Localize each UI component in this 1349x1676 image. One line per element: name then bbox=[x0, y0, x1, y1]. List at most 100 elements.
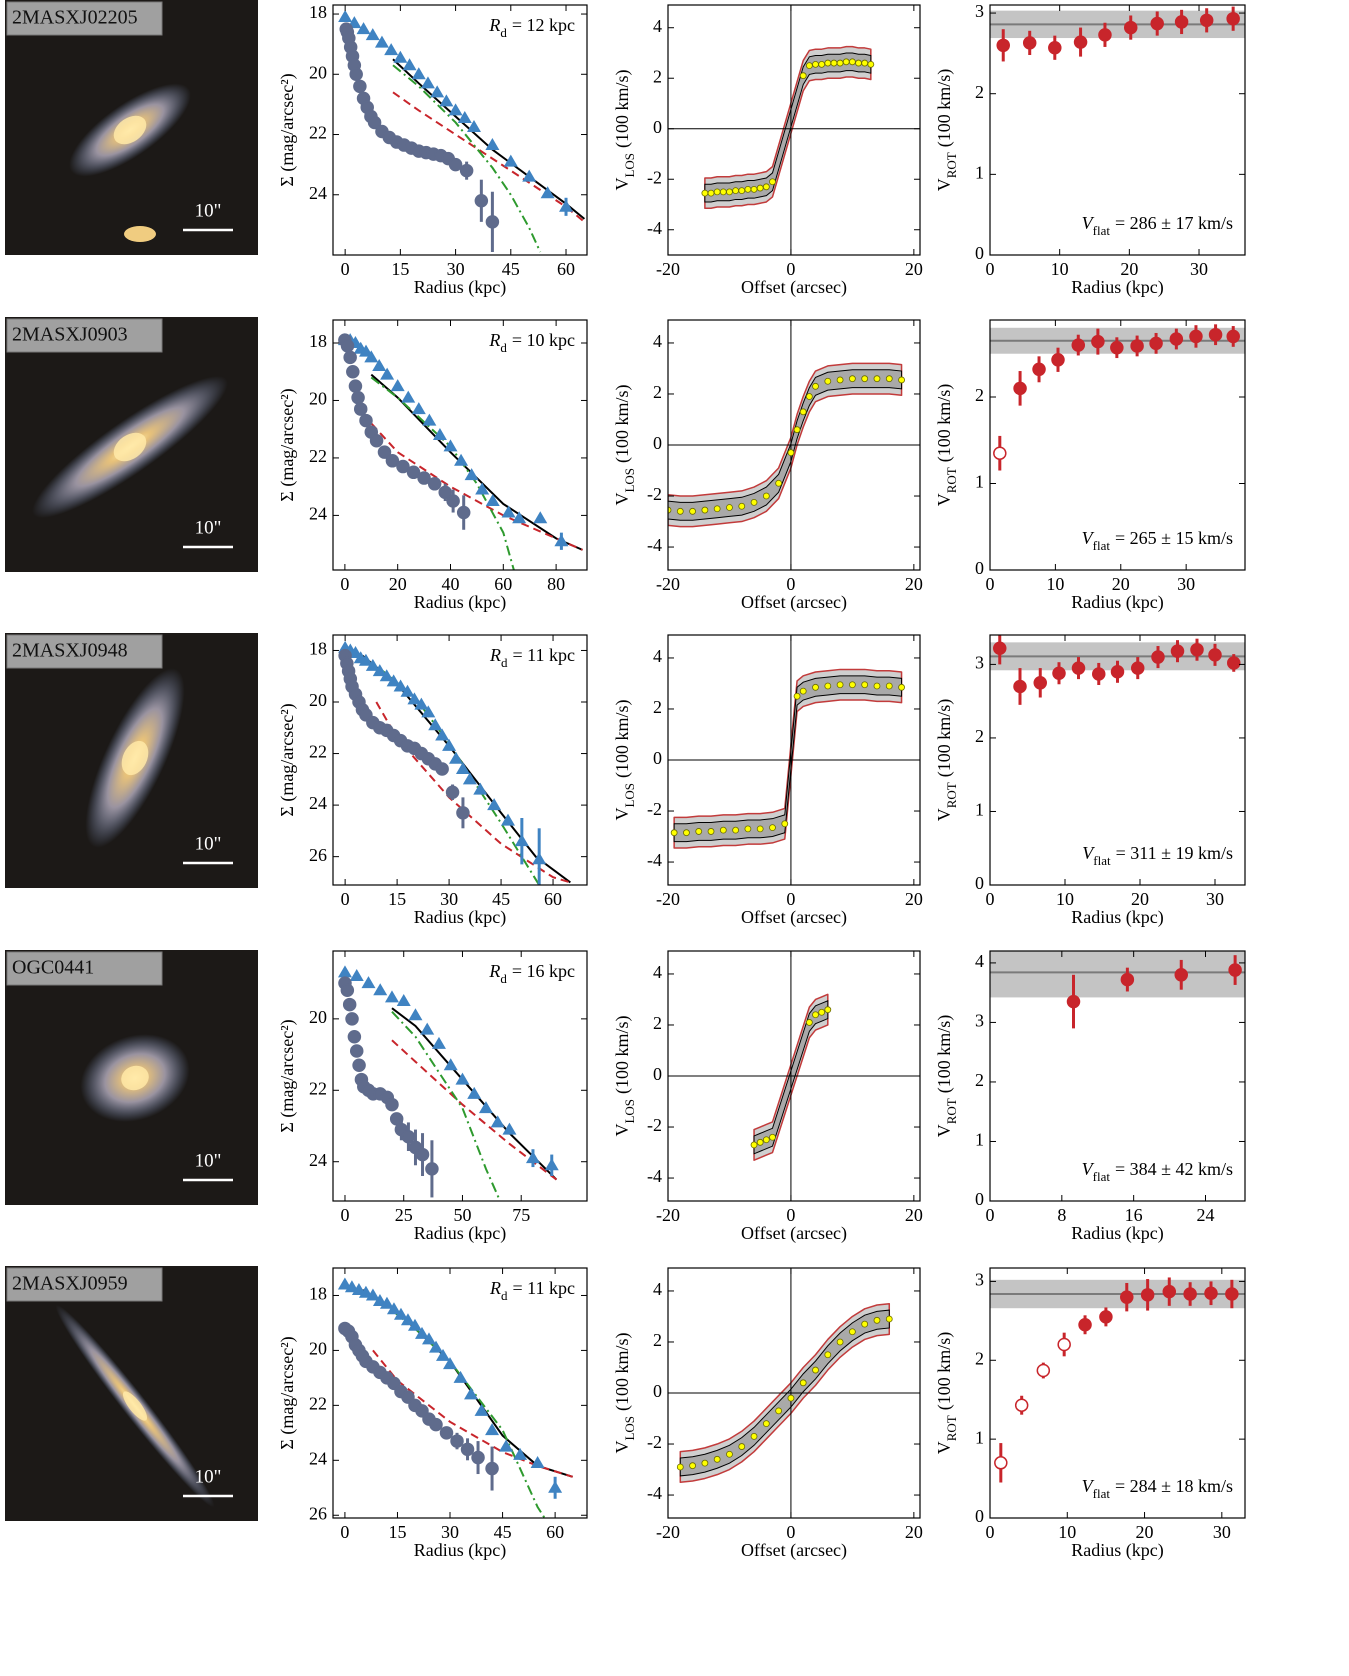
point bbox=[1190, 642, 1204, 657]
point bbox=[1170, 644, 1185, 658]
axes-frame bbox=[332, 319, 588, 571]
point bbox=[1208, 648, 1222, 662]
triangle-point bbox=[400, 684, 415, 697]
y-tick-label: 1 bbox=[975, 1130, 984, 1150]
ridge-point bbox=[898, 683, 905, 691]
label-symbol: R bbox=[488, 15, 500, 35]
triangle-point bbox=[457, 110, 472, 123]
label-symbol: V bbox=[612, 1124, 632, 1137]
triangle-point bbox=[499, 1439, 514, 1452]
label-text: = 11 kpc bbox=[513, 1278, 575, 1298]
triangle-point bbox=[454, 453, 469, 466]
triangle-point bbox=[364, 350, 379, 363]
point bbox=[1099, 1310, 1113, 1324]
triangle-point bbox=[449, 751, 464, 764]
y-tick-label: 0 bbox=[653, 748, 662, 768]
x-tick-label: -20 bbox=[656, 574, 680, 594]
label-text: = 16 kpc bbox=[512, 961, 575, 981]
name-box bbox=[6, 951, 163, 986]
triangle-point bbox=[374, 35, 389, 48]
scale-label: 10" bbox=[195, 1466, 222, 1487]
ridge-point bbox=[805, 1019, 813, 1026]
label-subscript: flat bbox=[1093, 1486, 1111, 1501]
x-tick-label: 30 bbox=[1206, 889, 1224, 909]
y-tick-label: 20 bbox=[309, 389, 327, 409]
galaxy-image: 2MASXJ0948 10" bbox=[5, 633, 258, 888]
ridge-point bbox=[762, 1420, 770, 1428]
y-tick-label: 1 bbox=[975, 1427, 984, 1447]
ridge-point bbox=[732, 187, 740, 195]
point bbox=[425, 1162, 439, 1176]
x-tick-label: 0 bbox=[986, 574, 995, 594]
ridge-point bbox=[861, 59, 869, 67]
point bbox=[351, 390, 365, 405]
point bbox=[1022, 36, 1037, 50]
name-box bbox=[6, 318, 163, 353]
model-line bbox=[370, 376, 515, 570]
ridge-point bbox=[812, 1011, 819, 1019]
triangle-point bbox=[373, 983, 388, 996]
ridge-point bbox=[781, 820, 789, 828]
label-symbol: V bbox=[1082, 213, 1095, 233]
model-line bbox=[379, 667, 541, 885]
label-text: = 11 kpc bbox=[513, 645, 575, 665]
ridge-point bbox=[701, 506, 709, 514]
triangle-point bbox=[485, 494, 500, 507]
label-symbol: V bbox=[612, 493, 632, 506]
x-tick-label: 0 bbox=[786, 889, 795, 909]
label-symbol: R bbox=[488, 961, 500, 981]
triangle-point bbox=[473, 782, 488, 795]
triangle-point bbox=[540, 186, 555, 199]
ridge-point bbox=[812, 60, 819, 68]
label-text: = 12 kpc bbox=[512, 15, 575, 35]
y-tick-label: 22 bbox=[309, 1078, 327, 1098]
triangle-point bbox=[422, 413, 437, 426]
triangle-point bbox=[356, 22, 371, 35]
label: VROT (100 km/s) bbox=[934, 1332, 959, 1455]
triangle-point bbox=[411, 67, 426, 80]
triangle-point bbox=[430, 85, 445, 98]
ridge-point bbox=[867, 60, 875, 68]
label: VLOS (100 km/s) bbox=[612, 1015, 637, 1136]
y-tick-label: 1 bbox=[975, 472, 984, 492]
ridge-point bbox=[726, 504, 733, 511]
point bbox=[340, 983, 355, 998]
x-tick-label: 60 bbox=[544, 889, 562, 909]
ridge-point bbox=[848, 58, 856, 66]
x-tick-label: -20 bbox=[656, 1205, 680, 1225]
model-line bbox=[391, 1039, 558, 1181]
galaxy-name: 2MASXJ0948 bbox=[12, 640, 128, 662]
axes-frame bbox=[332, 4, 588, 256]
point bbox=[359, 413, 373, 428]
point bbox=[485, 215, 500, 229]
triangle-point bbox=[414, 697, 429, 710]
point bbox=[448, 157, 463, 172]
x-tick-label: 60 bbox=[557, 259, 575, 279]
point bbox=[1120, 972, 1135, 987]
point bbox=[1032, 362, 1046, 377]
label: VLOS (100 km/s) bbox=[612, 384, 637, 505]
triangle-point bbox=[474, 1403, 489, 1416]
label-text: (100 km/s) bbox=[934, 69, 955, 148]
ridge-point bbox=[824, 1351, 832, 1359]
x-tick-label: 30 bbox=[1213, 1522, 1231, 1542]
triangle-point bbox=[448, 103, 463, 116]
y-tick-label: -2 bbox=[647, 1432, 662, 1452]
label-symbol: V bbox=[934, 808, 954, 821]
ridge-point bbox=[855, 59, 862, 67]
x-tick-label: 30 bbox=[447, 259, 465, 279]
galaxy-image: OGC0441 10" bbox=[5, 950, 258, 1205]
point bbox=[1091, 334, 1105, 349]
y-tick-label: -4 bbox=[647, 218, 662, 238]
x-tick-label: 30 bbox=[1190, 259, 1208, 279]
ridge-point bbox=[719, 826, 727, 834]
point bbox=[1131, 661, 1145, 675]
x-tick-label: 8 bbox=[1057, 1205, 1066, 1225]
x-tick-label: 0 bbox=[986, 889, 995, 909]
label-symbol: V bbox=[934, 493, 954, 506]
axes-frame bbox=[989, 4, 1246, 256]
point bbox=[1123, 20, 1138, 35]
ridge-point bbox=[762, 492, 770, 500]
point bbox=[385, 1097, 399, 1112]
point bbox=[385, 454, 400, 468]
